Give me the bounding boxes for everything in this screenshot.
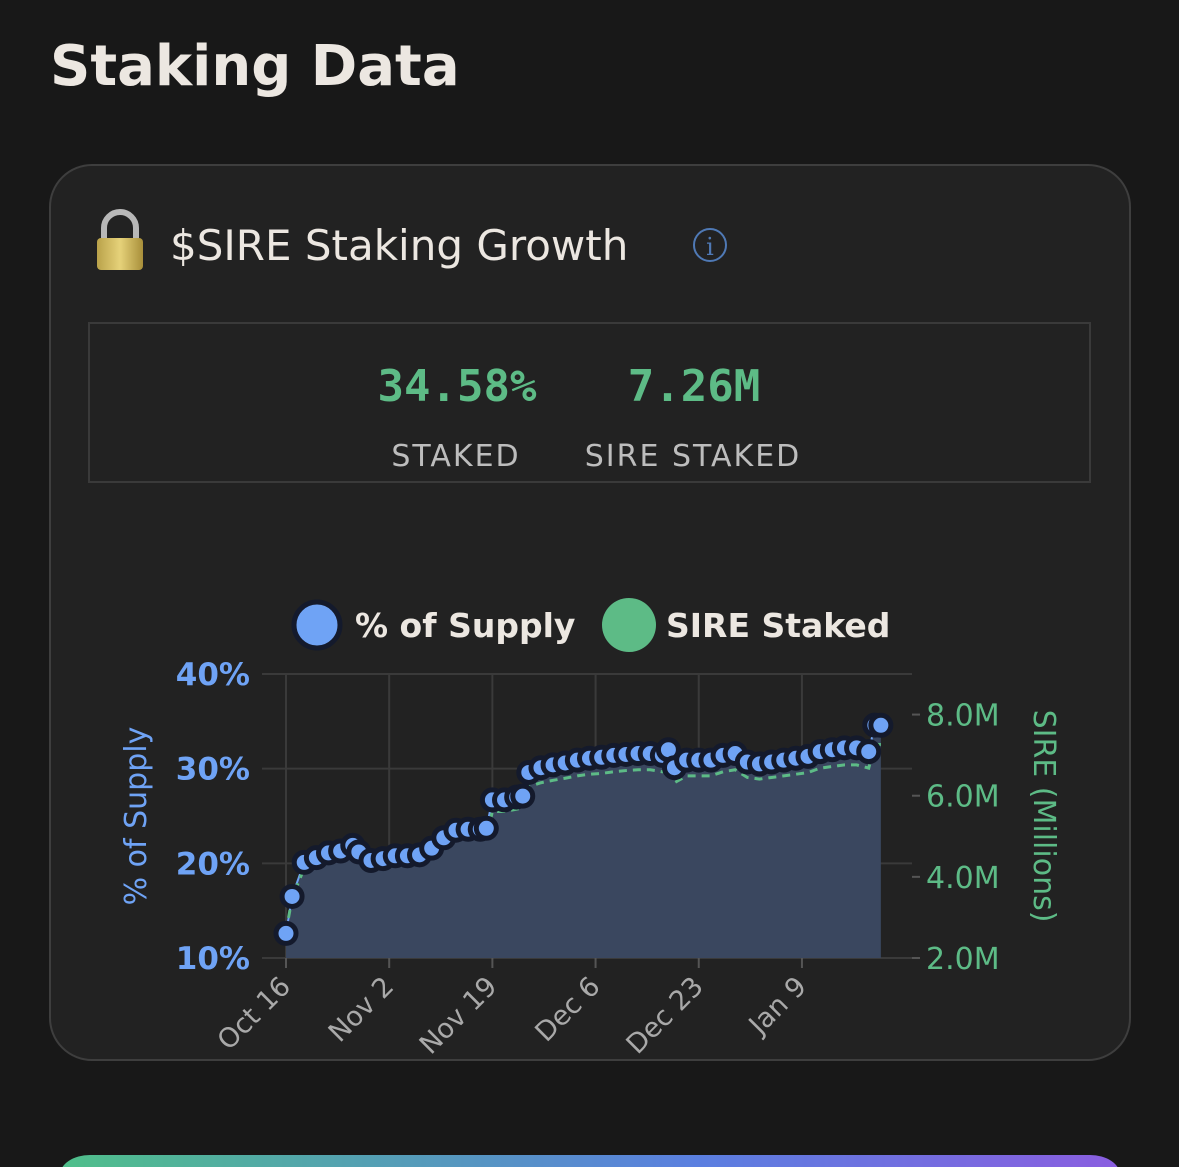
area xyxy=(286,725,881,958)
point xyxy=(510,783,536,809)
stat-label: SIRE STAKED xyxy=(585,439,802,474)
y-axis-title: % of Supply xyxy=(119,727,154,906)
point xyxy=(868,712,894,738)
stat-value: 7.26M xyxy=(628,361,760,412)
legend-marker xyxy=(602,598,656,652)
stat-label: STAKED xyxy=(391,439,520,474)
stat-value: 34.58% xyxy=(378,361,537,412)
y2-tick-label: 8.0M xyxy=(926,699,1000,734)
stats-box xyxy=(88,322,1091,483)
y-tick-label: 40% xyxy=(176,657,250,693)
point xyxy=(856,739,882,765)
series-line xyxy=(284,742,881,932)
y2-tick-label: 6.0M xyxy=(926,780,1000,815)
point xyxy=(273,920,299,946)
y2-tick-label: 4.0M xyxy=(926,861,1000,896)
next-card-edge xyxy=(62,1155,1118,1167)
y-tick-label: 20% xyxy=(176,846,250,882)
legend-marker xyxy=(291,599,343,651)
point xyxy=(473,815,499,841)
y-tick-label: 10% xyxy=(176,941,250,977)
y-tick-label: 30% xyxy=(176,752,250,788)
page-title: Staking Data xyxy=(50,34,460,99)
svg-text:i: i xyxy=(706,233,714,261)
y2-tick-label: 2.0M xyxy=(926,942,1000,977)
legend-label: SIRE Staked xyxy=(666,606,890,645)
legend-label: % of Supply xyxy=(355,606,575,645)
y2-axis-title: SIRE (Millions) xyxy=(1026,710,1061,923)
info-icon[interactable]: i xyxy=(693,228,727,262)
card-title: $SIRE Staking Growth xyxy=(170,221,628,270)
lock-icon xyxy=(97,209,143,270)
point xyxy=(279,883,305,909)
